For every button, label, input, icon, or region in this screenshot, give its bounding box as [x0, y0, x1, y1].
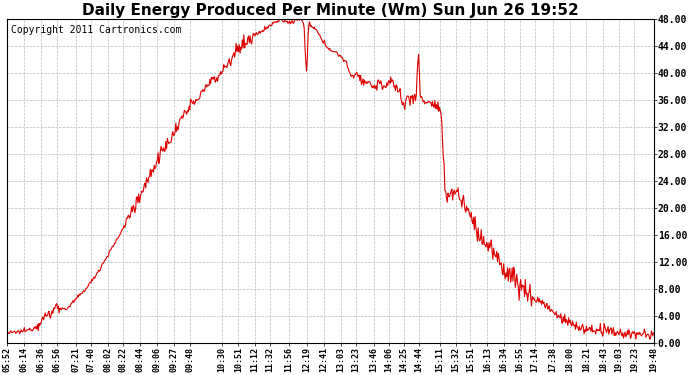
Text: Copyright 2011 Cartronics.com: Copyright 2011 Cartronics.com — [10, 26, 181, 35]
Title: Daily Energy Produced Per Minute (Wm) Sun Jun 26 19:52: Daily Energy Produced Per Minute (Wm) Su… — [82, 3, 579, 18]
